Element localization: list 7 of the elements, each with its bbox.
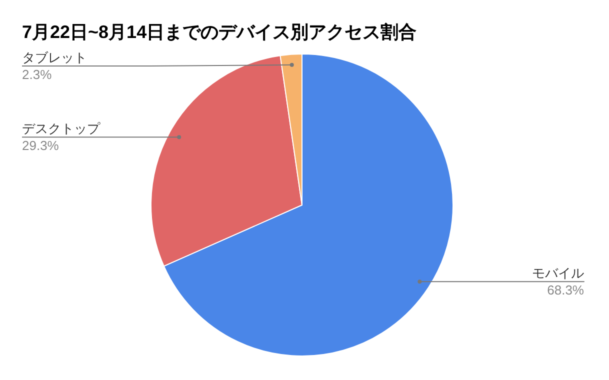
slice-label: モバイル <box>532 266 584 281</box>
slice-label: タブレット <box>22 50 87 65</box>
data-label: 2.3% <box>22 67 52 82</box>
data-label: 29.3% <box>22 138 60 154</box>
data-label: 68.3% <box>547 282 584 298</box>
slice-label: デスクトップ <box>22 121 101 136</box>
chart-title: 7月22日~8月14日までのデバイス別アクセス割合 <box>22 22 417 42</box>
